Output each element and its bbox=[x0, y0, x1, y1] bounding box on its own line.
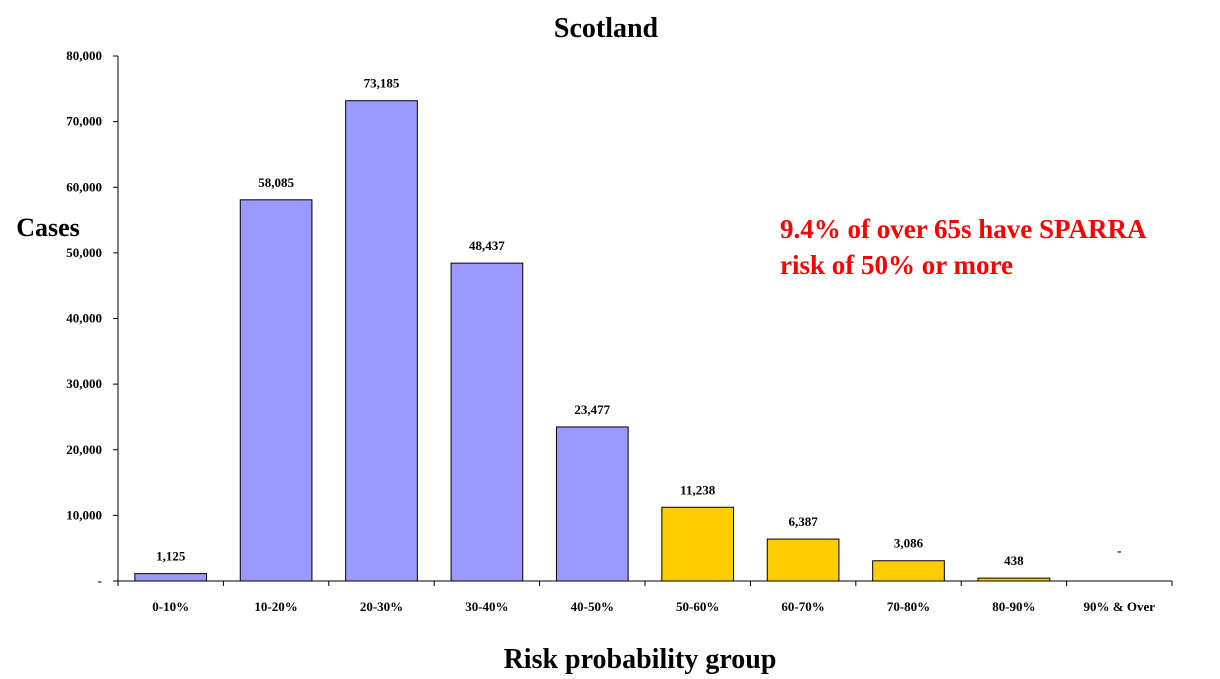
data-label: 3,086 bbox=[894, 536, 924, 551]
bar bbox=[345, 100, 418, 582]
bar bbox=[450, 262, 524, 582]
data-label: 1,125 bbox=[156, 549, 186, 564]
annotation-line-2: risk of 50% or more bbox=[780, 250, 1013, 280]
y-tick-label: 40,000 bbox=[66, 311, 102, 326]
y-axis-label: Cases bbox=[16, 213, 80, 242]
x-tick-label: 40-50% bbox=[571, 599, 614, 614]
bar bbox=[872, 560, 945, 582]
y-tick-label: 60,000 bbox=[66, 179, 102, 194]
x-tick-label: 10-20% bbox=[254, 599, 297, 614]
data-label: 6,387 bbox=[788, 514, 818, 529]
bars: 1,125 58,085 73,185 48,437 23,477 11,238 6,387… bbox=[134, 76, 1121, 582]
x-axis-ticks: 0-10% 10-20% 20-30% 30-40% 40-50% 50-60% 60-70… bbox=[117, 581, 1173, 614]
x-tick-label: 70-80% bbox=[887, 599, 930, 614]
y-tick-label: - bbox=[98, 573, 102, 588]
y-tick-label: 20,000 bbox=[66, 442, 102, 457]
y-tick-label: 30,000 bbox=[66, 376, 102, 391]
x-tick-label: 60-70% bbox=[781, 599, 824, 614]
x-tick-label: 20-30% bbox=[360, 599, 403, 614]
annotation-line-1: 9.4% of over 65s have SPARRA bbox=[780, 214, 1147, 244]
bar bbox=[766, 538, 840, 582]
data-label: - bbox=[1117, 543, 1121, 558]
data-label: 48,437 bbox=[469, 238, 505, 253]
y-axis-ticks: - 10,000 20,000 30,000 40,000 50,000 60,000 70,… bbox=[66, 48, 118, 588]
data-label: 58,085 bbox=[258, 175, 294, 190]
data-label: 438 bbox=[1004, 553, 1024, 568]
y-tick-label: 10,000 bbox=[66, 507, 102, 522]
data-label: 73,185 bbox=[364, 76, 400, 91]
x-tick-label: 90% & Over bbox=[1084, 599, 1156, 614]
x-tick-label: 80-90% bbox=[992, 599, 1035, 614]
bar bbox=[239, 199, 313, 582]
x-tick-label: 50-60% bbox=[676, 599, 719, 614]
bar bbox=[661, 506, 735, 582]
bar bbox=[555, 426, 629, 582]
y-tick-label: 80,000 bbox=[66, 48, 102, 63]
x-tick-label: 30-40% bbox=[465, 599, 508, 614]
x-axis-label: Risk probability group bbox=[504, 644, 777, 675]
data-label: 23,477 bbox=[574, 402, 610, 417]
y-tick-label: 70,000 bbox=[66, 114, 102, 129]
y-tick-label: 50,000 bbox=[66, 245, 102, 260]
chart-title: Scotland bbox=[554, 13, 659, 44]
data-label: 11,238 bbox=[680, 482, 716, 497]
x-tick-label: 0-10% bbox=[152, 599, 189, 614]
bar bbox=[134, 573, 208, 582]
